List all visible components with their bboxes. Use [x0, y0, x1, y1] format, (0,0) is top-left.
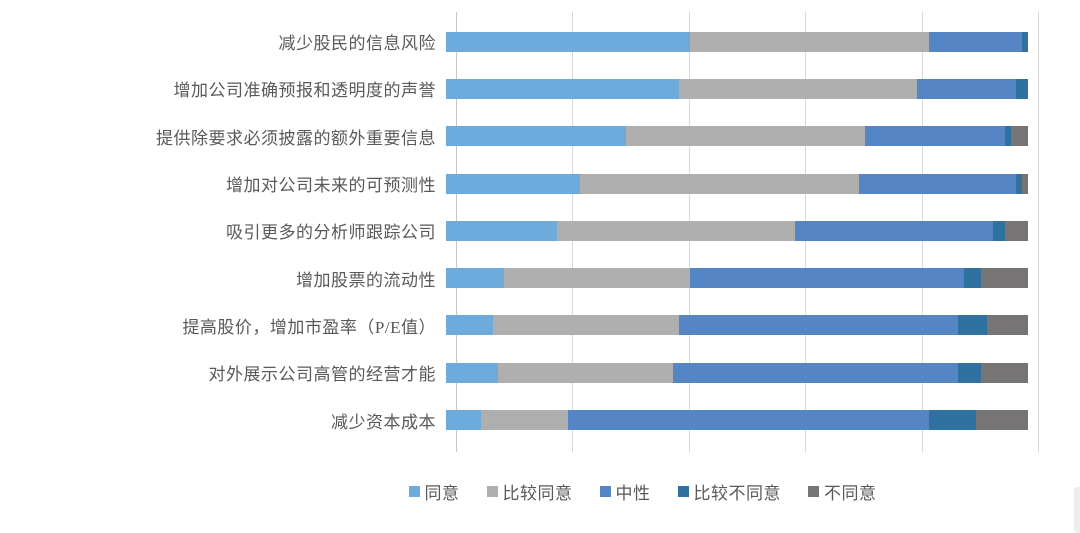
category-label: 对外展示公司高管的经营才能 — [208, 365, 436, 385]
bar-segment — [446, 173, 580, 194]
bar-segment — [1004, 220, 1028, 241]
legend-item: 同意 — [408, 479, 460, 504]
bar-segment — [690, 31, 930, 52]
bar-segment — [1010, 126, 1028, 147]
bar-segment — [958, 315, 988, 336]
bar-segment — [690, 268, 964, 289]
bar-track — [446, 78, 1028, 99]
gridline-100-percent — [1038, 12, 1039, 452]
bar-segment — [626, 126, 866, 147]
legend-item: 比较不同意 — [677, 479, 782, 504]
legend-swatch-icon — [808, 486, 819, 497]
table-row: 增加公司准确预报和透明度的声誉 — [0, 65, 1080, 112]
category-label: 提高股价，增加市盈率（P/E值） — [182, 317, 436, 337]
legend-label: 比较不同意 — [693, 484, 781, 503]
legend-swatch-icon — [677, 486, 689, 497]
legend-swatch-icon — [486, 486, 498, 497]
table-row: 增加股票的流动性 — [0, 254, 1080, 301]
bar-segment — [929, 31, 1023, 52]
bar-segment — [446, 31, 691, 52]
category-label: 增加股票的流动性 — [296, 270, 436, 290]
bar-segment — [795, 220, 994, 241]
category-label: 增加公司准确预报和透明度的声誉 — [173, 81, 436, 101]
table-row: 增加对公司未来的可预测性 — [0, 160, 1080, 207]
bar-track — [446, 31, 1028, 52]
bar-track — [446, 410, 1028, 431]
bar-track — [446, 220, 1028, 241]
legend-label: 中性 — [615, 484, 651, 503]
bar-segment — [859, 173, 1017, 194]
bar-segment — [987, 315, 1028, 336]
bar-segment — [963, 268, 982, 289]
legend-label: 同意 — [424, 484, 460, 503]
legend-item: 中性 — [599, 479, 651, 504]
legend-label: 不同意 — [824, 484, 877, 503]
bar-segment — [929, 410, 976, 431]
table-row: 吸引更多的分析师跟踪公司 — [0, 207, 1080, 254]
bar-track — [446, 268, 1028, 289]
bar-segment — [446, 362, 499, 383]
bar-segment — [981, 268, 1028, 289]
bar-segment — [678, 315, 959, 336]
bar-segment — [865, 126, 1005, 147]
bar-segment — [446, 220, 557, 241]
bar-segment — [1022, 31, 1028, 52]
bar-segment — [1022, 173, 1028, 194]
bar-segment — [492, 315, 679, 336]
table-row: 提供除要求必须披露的额外重要信息 — [0, 113, 1080, 160]
legend-swatch-icon — [599, 486, 611, 497]
cropped-edge-element — [1074, 487, 1080, 533]
bar-segment — [579, 173, 860, 194]
bar-segment — [446, 78, 679, 99]
bar-track — [446, 315, 1028, 336]
bar-segment — [917, 78, 1017, 99]
bar-track — [446, 173, 1028, 194]
table-row: 提高股价，增加市盈率（P/E值） — [0, 302, 1080, 349]
bar-segment — [993, 220, 1005, 241]
category-label: 增加对公司未来的可预测性 — [226, 176, 436, 196]
legend-label: 比较同意 — [502, 484, 573, 503]
bar-segment — [446, 315, 493, 336]
category-label: 吸引更多的分析师跟踪公司 — [226, 223, 436, 243]
legend-item: 不同意 — [808, 479, 877, 504]
legend-item: 比较同意 — [486, 479, 573, 504]
bar-segment — [975, 410, 1028, 431]
bar-segment — [678, 78, 918, 99]
bar-segment — [958, 362, 982, 383]
bar-segment — [446, 268, 505, 289]
legend-swatch-icon — [408, 486, 420, 497]
bar-segment — [446, 126, 627, 147]
bar-segment — [1016, 173, 1023, 194]
bar-segment — [1004, 126, 1011, 147]
category-label: 减少资本成本 — [331, 412, 436, 432]
chart-legend: 同意 比较同意 中性 比较不同意 不同意 — [0, 479, 1080, 504]
bar-segment — [981, 362, 1028, 383]
bar-segment — [480, 410, 569, 431]
table-row: 减少资本成本 — [0, 396, 1080, 443]
bar-track — [446, 362, 1028, 383]
category-label: 提供除要求必须披露的额外重要信息 — [156, 128, 436, 148]
table-row: 减少股民的信息风险 — [0, 18, 1080, 65]
bar-segment — [446, 410, 481, 431]
bar-segment — [498, 362, 673, 383]
bar-track — [446, 126, 1028, 147]
category-label: 减少股民的信息风险 — [278, 34, 436, 54]
bar-rows: 减少股民的信息风险增加公司准确预报和透明度的声誉提供除要求必须披露的额外重要信息… — [0, 18, 1080, 444]
bar-segment — [1016, 78, 1028, 99]
bar-segment — [556, 220, 796, 241]
table-row: 对外展示公司高管的经营才能 — [0, 349, 1080, 396]
bar-segment — [504, 268, 691, 289]
bar-segment — [568, 410, 930, 431]
bar-segment — [672, 362, 959, 383]
